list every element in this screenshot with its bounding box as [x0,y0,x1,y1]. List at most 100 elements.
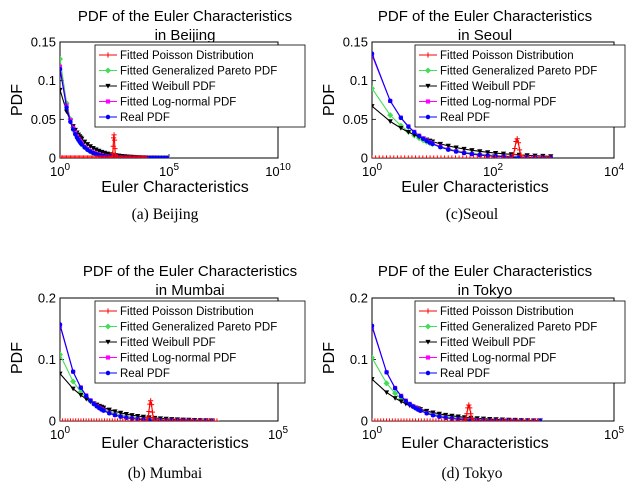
x-axis-label: Euler Characteristics [101,179,249,196]
x-tick-label: 1010 [265,162,291,179]
data-point-poisson [128,155,134,158]
data-point-poisson [150,415,156,421]
data-point-poisson [82,155,88,158]
legend-marker-real [425,370,431,376]
data-point-poisson [84,155,91,158]
data-point-poisson [445,155,451,158]
data-point-poisson [111,132,117,138]
data-point-poisson [185,418,191,421]
data-point-poisson [80,155,87,158]
data-point-gp [70,378,77,385]
data-point-poisson [75,418,81,421]
panel-caption: (b) Mumbai [128,465,203,482]
data-point-poisson [389,418,395,421]
data-point-poisson [447,418,454,421]
chart-title: PDF of the Euler Characteristics [378,8,592,25]
data-point-real [453,149,459,154]
data-point-poisson [143,418,149,421]
data-point-poisson [497,418,503,421]
data-point-poisson [463,155,469,158]
data-point-poisson [209,418,215,421]
x-axis-label: Euler Characteristics [401,435,549,452]
data-point-poisson [94,155,100,158]
data-point-poisson [456,155,462,158]
data-point-poisson [381,418,387,421]
data-point-poisson [375,418,381,421]
data-point-poisson [485,155,491,158]
data-point-weibull [453,145,459,151]
data-point-real [392,385,398,391]
legend-entry-lognormal: Fitted Log-normal PDF [440,353,556,365]
data-point-poisson [383,155,390,158]
data-point-poisson [468,411,474,417]
data-point-poisson [159,418,165,421]
chart-title-line-2: in Seoul [458,27,512,44]
data-point-real [524,155,530,158]
data-point-poisson [502,418,509,421]
legend-entry-gp: Fitted Generalized Pareto PDF [120,66,277,78]
y-axis-label: PDF [9,84,26,116]
data-point-poisson [442,155,448,158]
data-layer [60,322,220,421]
data-point-weibull [60,371,63,377]
data-point-real [430,413,436,418]
data-point-poisson [104,155,110,158]
data-point-poisson [83,155,89,158]
data-point-real [388,98,393,104]
y-tick-label: 0.15 [31,35,56,50]
data-point-poisson [543,155,549,158]
data-point-lognormal [60,64,63,69]
data-point-poisson [138,418,144,421]
data-point-poisson [77,155,83,158]
y-tick-label: 0.1 [350,352,368,367]
data-point-poisson [169,418,176,421]
data-point-poisson [109,418,115,421]
x-tick-label: 104 [604,162,624,179]
data-point-real [372,323,375,328]
data-point-poisson [122,155,128,158]
data-point-poisson [523,418,529,421]
data-point-real [412,130,417,135]
data-point-poisson [86,155,92,158]
data-point-poisson [203,418,210,421]
chart-title-line-2: in Tokyo [458,282,513,299]
data-point-poisson [478,155,484,158]
data-point-poisson [449,155,455,158]
x-tick-label: 105 [268,425,288,442]
data-point-real [446,147,451,152]
y-tick-label: 0.2 [38,291,56,306]
data-point-poisson [431,155,437,158]
data-point-poisson [94,418,100,421]
data-point-poisson [412,155,419,158]
data-point-weibull [112,409,118,415]
data-point-poisson [196,418,202,421]
data-point-poisson [424,418,430,421]
data-point-poisson [124,155,130,158]
panel-caption: (a) Beijing [132,206,199,223]
legend-entry-real: Real PDF [440,112,490,124]
data-point-weibull [372,104,375,109]
data-point-poisson [392,418,398,421]
data-point-poisson [467,405,473,411]
data-point-poisson [79,155,85,158]
data-point-poisson [116,155,122,158]
data-point-poisson [489,155,495,158]
data-point-gp [60,55,64,63]
data-point-poisson [133,155,139,158]
data-point-poisson [421,418,427,421]
data-point-weibull [403,401,409,407]
legend-box [414,44,626,128]
data-point-poisson [190,418,197,421]
data-point-poisson [514,136,520,142]
data-point-weibull [135,413,141,419]
y-axis-label: PDF [321,342,338,374]
data-point-poisson [118,155,125,158]
data-point-real [79,142,85,147]
data-point-poisson [101,418,108,421]
data-point-weibull [392,396,398,401]
data-point-poisson [507,155,513,158]
x-axis-label: Euler Characteristics [101,435,249,452]
chart-panel-4: PDF of the Euler Characteristics in Tokyo… [321,263,626,482]
legend-entry-gp: Fitted Generalized Pareto PDF [120,322,277,334]
data-point-poisson [434,155,440,158]
